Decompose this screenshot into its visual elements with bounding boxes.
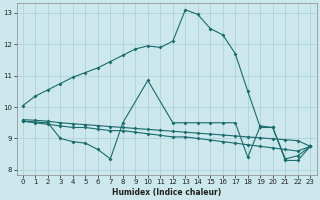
X-axis label: Humidex (Indice chaleur): Humidex (Indice chaleur) <box>112 188 221 197</box>
